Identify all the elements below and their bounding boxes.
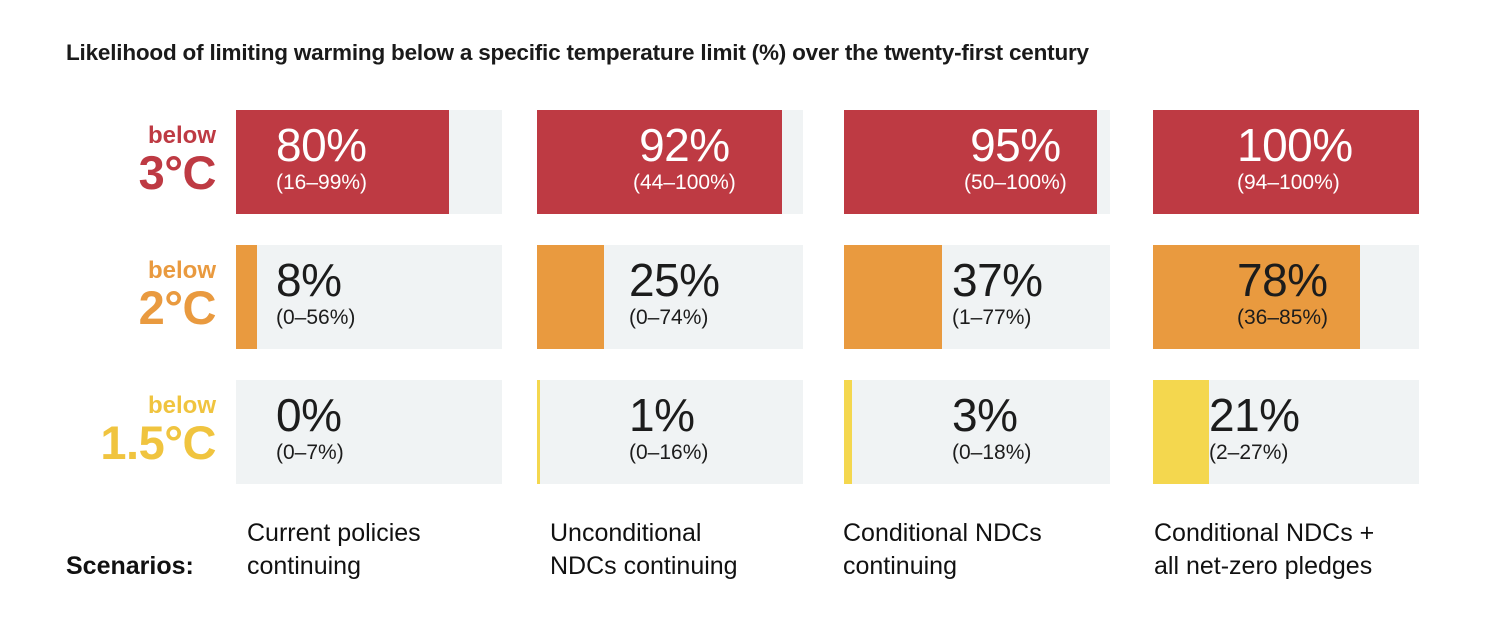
likelihood-text: 37% (1–77%) <box>952 257 1043 328</box>
likelihood-range: (16–99%) <box>276 171 368 194</box>
likelihood-bar <box>844 245 943 349</box>
likelihood-cell: 100% (94–100%) <box>1153 110 1419 214</box>
likelihood-cell: 78% (36–85%) <box>1153 245 1419 349</box>
likelihood-value: 0% <box>276 389 342 441</box>
likelihood-cell: 8% (0–56%) <box>236 245 502 349</box>
likelihood-value: 80% <box>276 119 367 171</box>
likelihood-text: 21% (2–27%) <box>1209 392 1300 463</box>
likelihood-value: 95% <box>970 119 1061 171</box>
likelihood-bar <box>1153 110 1419 214</box>
likelihood-range: (44–100%) <box>633 171 736 194</box>
scenario-label-line: Conditional NDCs + <box>1154 519 1375 547</box>
likelihood-range: (50–100%) <box>964 171 1067 194</box>
row-label-limit: 3°C <box>138 146 217 199</box>
likelihood-cell: 37% (1–77%) <box>844 245 1110 349</box>
likelihood-range: (0–74%) <box>629 306 709 329</box>
row-label-2c: below 2°C <box>138 257 217 334</box>
likelihood-text: 78% (36–85%) <box>1237 257 1328 328</box>
scenario-label-line: NDCs continuing <box>550 552 738 580</box>
scenario-label: Conditional NDCs + all net-zero pledges <box>1154 517 1374 583</box>
likelihood-value: 100% <box>1237 119 1353 171</box>
likelihood-value: 78% <box>1237 254 1328 306</box>
likelihood-value: 8% <box>276 254 342 306</box>
likelihood-text: 8% (0–56%) <box>276 257 355 328</box>
likelihood-bar <box>537 110 782 214</box>
likelihood-value: 37% <box>952 254 1043 306</box>
likelihood-text: 92% (44–100%) <box>633 122 736 193</box>
likelihood-cell: 92% (44–100%) <box>537 110 803 214</box>
likelihood-range: (36–85%) <box>1237 306 1329 329</box>
likelihood-range: (0–7%) <box>276 441 344 464</box>
row-label-limit: 2°C <box>138 281 217 334</box>
likelihood-bar <box>1153 245 1361 349</box>
likelihood-text: 0% (0–7%) <box>276 392 344 463</box>
likelihood-bar <box>1153 380 1209 484</box>
likelihood-text: 3% (0–18%) <box>952 392 1031 463</box>
likelihood-value: 1% <box>629 389 695 441</box>
scenario-label: Conditional NDCs continuing <box>843 517 1042 583</box>
likelihood-bar <box>537 380 540 484</box>
likelihood-bar <box>537 245 604 349</box>
likelihood-text: 25% (0–74%) <box>629 257 720 328</box>
likelihood-cell: 95% (50–100%) <box>844 110 1110 214</box>
scenarios-heading: Scenarios: <box>66 552 194 580</box>
likelihood-bar <box>236 110 449 214</box>
row-label-1-5c: below 1.5°C <box>100 392 216 469</box>
scenario-label-line: Conditional NDCs <box>843 519 1042 547</box>
scenario-label-line: all net-zero pledges <box>1154 552 1373 580</box>
row-label-prefix: below <box>147 122 216 149</box>
likelihood-value: 25% <box>629 254 720 306</box>
scenario-label-line: Current policies <box>247 519 421 547</box>
likelihood-range: (0–16%) <box>629 441 709 464</box>
scenario-label: Unconditional NDCs continuing <box>550 517 738 583</box>
likelihood-cell: 3% (0–18%) <box>844 380 1110 484</box>
likelihood-text: 100% (94–100%) <box>1237 122 1353 193</box>
likelihood-range: (2–27%) <box>1209 441 1289 464</box>
scenario-label-line: Unconditional <box>550 519 702 547</box>
likelihood-cell: 80% (16–99%) <box>236 110 502 214</box>
likelihood-bar <box>844 110 1097 214</box>
likelihood-range: (0–18%) <box>952 441 1032 464</box>
likelihood-cell: 21% (2–27%) <box>1153 380 1419 484</box>
likelihood-value: 3% <box>952 389 1018 441</box>
row-label-3c: below 3°C <box>138 122 217 199</box>
scenario-label: Current policies continuing <box>247 517 421 583</box>
chart-title: Likelihood of limiting warming below a s… <box>66 40 1089 65</box>
likelihood-cell: 1% (0–16%) <box>537 380 803 484</box>
row-label-limit: 1.5°C <box>100 416 216 469</box>
likelihood-bar <box>844 380 852 484</box>
likelihood-text: 95% (50–100%) <box>964 122 1067 193</box>
likelihood-text: 80% (16–99%) <box>276 122 367 193</box>
likelihood-range: (94–100%) <box>1237 171 1340 194</box>
likelihood-cell: 0% (0–7%) <box>236 380 502 484</box>
row-label-prefix: below <box>147 257 216 284</box>
likelihood-range: (0–56%) <box>276 306 356 329</box>
row-label-prefix: below <box>147 392 216 419</box>
likelihood-cell: 25% (0–74%) <box>537 245 803 349</box>
likelihood-bar <box>236 245 258 349</box>
scenario-label-line: continuing <box>247 552 361 580</box>
likelihood-text: 1% (0–16%) <box>629 392 708 463</box>
likelihood-value: 21% <box>1209 389 1300 441</box>
likelihood-range: (1–77%) <box>952 306 1032 329</box>
scenario-label-line: continuing <box>843 552 957 580</box>
likelihood-value: 92% <box>639 119 730 171</box>
